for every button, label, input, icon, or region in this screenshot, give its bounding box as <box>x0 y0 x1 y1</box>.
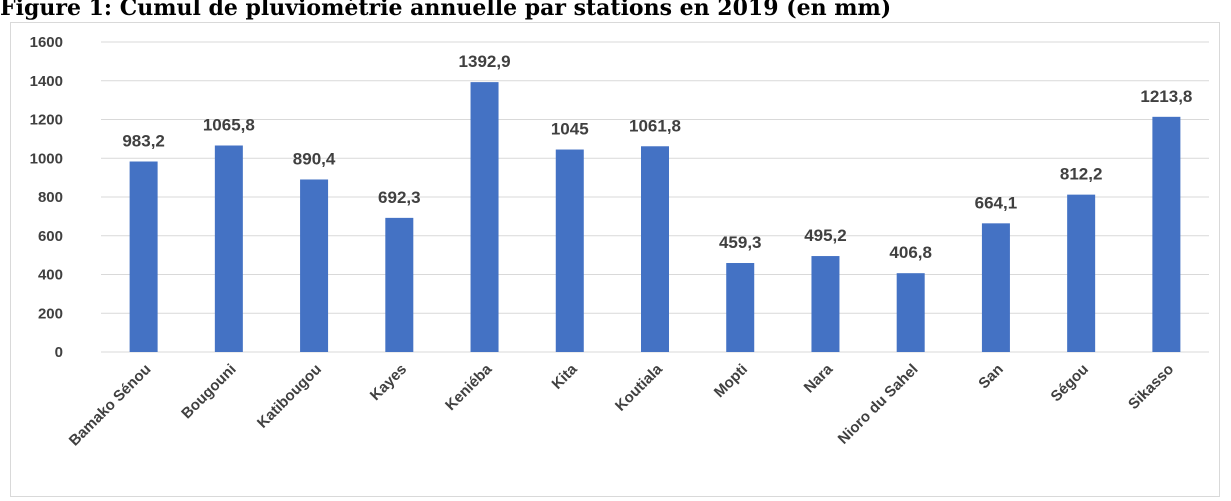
data-label: 1045 <box>551 120 589 139</box>
y-tick-label: 1000 <box>30 150 63 167</box>
bar <box>129 161 158 352</box>
bar <box>981 223 1010 352</box>
bar <box>555 149 584 352</box>
x-tick-label: Bougouni <box>178 361 240 423</box>
y-tick-label: 0 <box>55 344 63 361</box>
x-tick-label: Mopti <box>711 361 751 401</box>
data-label: 495,2 <box>804 226 847 245</box>
y-tick-label: 600 <box>38 228 63 245</box>
bar-chart: 0 200 400 600 800 1000 1200 1400 1600 983,2 Bamako… <box>30 34 1209 450</box>
x-tick-label: Bamako Sénou <box>66 361 155 450</box>
x-tick-label: Keniéba <box>442 360 496 414</box>
data-label: 812,2 <box>1060 165 1103 184</box>
bar <box>641 146 669 352</box>
y-tick-label: 1200 <box>30 112 63 129</box>
y-tick-label: 1600 <box>30 34 63 51</box>
x-tick-label: Katibougou <box>254 361 325 432</box>
x-tick-label: San <box>975 361 1006 392</box>
y-tick-label: 400 <box>38 267 63 284</box>
data-label: 1061,8 <box>629 116 681 135</box>
x-tick-label: Ségou <box>1048 361 1092 405</box>
bar <box>896 273 925 352</box>
data-label: 1065,8 <box>203 116 255 135</box>
x-tick-label: Nara <box>801 360 837 396</box>
x-tick-label: Sikasso <box>1125 361 1177 413</box>
data-label: 664,1 <box>975 193 1018 212</box>
data-label: 1213,8 <box>1140 87 1192 106</box>
bar <box>300 179 329 352</box>
y-tick-label: 1400 <box>30 73 63 90</box>
data-label: 406,8 <box>889 243 932 262</box>
chart-frame: 0 200 400 600 800 1000 1200 1400 1600 983,2 Bamako… <box>10 22 1220 497</box>
bar <box>726 263 755 352</box>
x-tick-label: Kita <box>549 360 582 393</box>
data-label: 890,4 <box>293 149 336 168</box>
bar <box>1067 194 1096 352</box>
data-label: 1392,9 <box>459 52 511 71</box>
bar <box>385 217 414 352</box>
data-label: 692,3 <box>378 188 421 207</box>
x-tick-label: Kayes <box>367 361 410 404</box>
bar <box>214 145 243 352</box>
bar <box>1152 116 1181 352</box>
x-tick-label: Nioro du Sahel <box>835 361 922 448</box>
data-label: 983,2 <box>122 132 165 151</box>
y-tick-label: 200 <box>38 305 63 322</box>
data-label: 459,3 <box>719 233 762 252</box>
chart-title: Figure 1: Cumul de pluviométrie annuelle… <box>0 0 892 21</box>
x-tick-label: Koutiala <box>612 360 666 414</box>
y-tick-label: 800 <box>38 189 63 206</box>
bar <box>470 82 499 353</box>
bar <box>811 256 840 352</box>
